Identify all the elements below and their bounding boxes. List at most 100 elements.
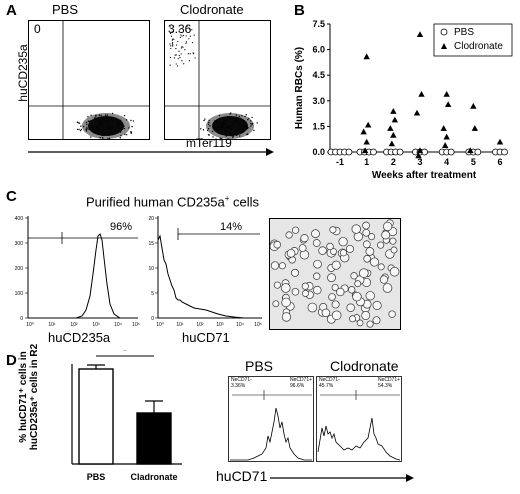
panel-c-cell-micrograph (269, 218, 401, 330)
pbs-gate-neg-label: NeCD71- (231, 377, 252, 383)
pbs-scatter-dots (76, 112, 135, 140)
panel-label-a: A (6, 2, 17, 19)
svg-text:20: 20 (148, 216, 154, 222)
panel-a-dotplot-clodronate (164, 20, 271, 140)
panel-a-xlabel: mTer119 (186, 136, 232, 150)
panel-b-y-tick-label: 7.5 (312, 19, 325, 29)
clod-gate-pos-value: 54.3% (378, 383, 393, 389)
svg-text:10⁰: 10⁰ (156, 322, 164, 328)
clod-gate-pos-label: NeCD71+ (378, 377, 401, 383)
pbs-gate-pos-label: NeCD71+ (290, 377, 313, 383)
panel-d-bar (78, 368, 114, 465)
clodronate-point (496, 138, 504, 145)
panel-b-x-tick-label: 5 (471, 157, 476, 167)
panel-d-histogram-clodronate (316, 376, 402, 462)
panel-c-histogram-cd235a: 0 100 200 300 400 10⁰ 10¹ 10² 10³ 10⁴ 10⁵ (15, 216, 140, 328)
pbs-gate-neg-value: 3.36% (231, 383, 246, 389)
clodronate-point (388, 140, 396, 147)
clodronate-point (415, 152, 422, 159)
svg-text:10³: 10³ (216, 322, 224, 328)
svg-text:10³: 10³ (92, 322, 100, 328)
panel-c-hist2-xlabel: huCD71 (182, 330, 230, 345)
panel-b-y-tick-label: 1.5 (312, 121, 325, 131)
pbs-point (501, 148, 508, 156)
panel-a-clodronate-title: Clodronate (180, 2, 244, 17)
svg-text:10¹: 10¹ (176, 322, 184, 328)
clodronate-point (443, 133, 450, 140)
legend-pbs-label: PBS (454, 27, 474, 38)
legend-clodronate-label: Clodronate (454, 41, 503, 52)
svg-text:10⁴: 10⁴ (236, 322, 244, 328)
panel-c-title-sup: + (224, 194, 230, 203)
panel-d-category-label: Cladronate (130, 472, 177, 482)
panel-b-xlabel: Weeks after treatment (372, 170, 477, 181)
panel-d-xlabel: huCD71 (216, 468, 270, 484)
panel-b-x-tick-label: 3 (417, 157, 422, 167)
clodronate-point (471, 125, 479, 131)
svg-text:10: 10 (148, 266, 154, 272)
svg-text:10⁰: 10⁰ (26, 322, 34, 328)
clod-gate-neg-value: 45.7% (319, 383, 334, 389)
panel-label-b: B (294, 2, 305, 19)
panel-d-category-label: PBS (87, 472, 106, 482)
panel-d-ylabel-line2: huCD235a⁺ cells in R2 (29, 343, 40, 451)
svg-text:0: 0 (20, 316, 23, 322)
panel-d-ylabel: % huCD71⁺ cells in huCD235a⁺ cells in R2 (18, 332, 40, 462)
panel-d-bar (136, 412, 172, 465)
panel-b-x-tick-label: 4 (444, 157, 449, 167)
panel-d-pbs-title: PBS (245, 358, 274, 374)
panel-b-x-tick-label: 2 (391, 157, 396, 167)
pbs-point (474, 148, 482, 156)
panel-b-ylabel: Human RBCs (%) (294, 47, 305, 129)
panel-c-hist1-xlabel: huCD235a (48, 330, 111, 345)
panel-label-c: C (6, 188, 17, 205)
clodronate-scatter-dots (169, 25, 258, 140)
svg-text:300: 300 (15, 241, 24, 247)
svg-text:10²: 10² (196, 322, 204, 328)
panel-b-scatter-chart: 0.0 1.5 3.0 4.5 6.0 7.5 -1 1 2 3 4 5 6 Weeks after tr… (294, 19, 513, 181)
svg-text:400: 400 (15, 216, 24, 222)
clodronate-point (390, 131, 397, 138)
pbs-point (447, 148, 455, 156)
pbs-point (396, 148, 404, 156)
clodronate-point (387, 125, 394, 131)
panel-d-clodronate-title: Clodronate (330, 358, 399, 374)
panel-label-d: D (6, 352, 17, 369)
panel-c-title-main: Purified human CD235a (86, 194, 225, 210)
clodronate-point (391, 116, 399, 123)
clodronate-point (467, 147, 474, 154)
legend-clodronate-marker (441, 43, 447, 49)
clodronate-point (363, 53, 370, 60)
svg-text:10¹: 10¹ (48, 322, 56, 328)
panel-a-dotplot-pbs (28, 20, 150, 140)
clodronate-point (364, 121, 372, 128)
clodronate-point (441, 142, 449, 148)
svg-text:10⁵: 10⁵ (254, 322, 262, 328)
panel-b-y-tick-label: 4.5 (312, 70, 325, 80)
svg-text:10²: 10² (70, 322, 78, 328)
panel-c-title: Purified human CD235a+ cells (86, 194, 259, 209)
pbs-point (370, 148, 377, 156)
clodronate-point (361, 147, 369, 154)
panel-d-sig-star: * (123, 350, 128, 358)
clodronate-point (418, 90, 425, 97)
panel-a-pbs-gate-value: 0 (34, 22, 41, 36)
panel-a-clodronate-gate-value: 3.36 (168, 22, 192, 36)
svg-text:0: 0 (151, 316, 154, 322)
clod-gate-neg-label: NeCD71- (319, 377, 340, 383)
clodronate-point (440, 125, 447, 131)
panel-c-hist1-percent: 96% (110, 221, 133, 233)
clodronate-point (390, 108, 397, 114)
panel-c-histogram-cd71: 0 5 10 15 20 10⁰ 10¹ 10² 10³ 10⁴ 10⁵ (148, 216, 262, 328)
clodronate-point (363, 138, 370, 145)
panel-b-legend-box (433, 23, 513, 57)
panel-b-y-tick-label: 0.0 (312, 147, 325, 157)
clodronate-point (360, 128, 367, 135)
clodronate-point (413, 109, 421, 116)
legend-pbs-marker (440, 28, 448, 36)
panel-d-ylabel-line1: % huCD71⁺ cells in (18, 351, 29, 443)
panel-d-bar-chart: PBS Cladronate * (71, 350, 182, 482)
panel-d-x-arrow (270, 474, 414, 482)
clodronate-point (470, 102, 477, 109)
panel-a-x-arrow (28, 148, 274, 156)
